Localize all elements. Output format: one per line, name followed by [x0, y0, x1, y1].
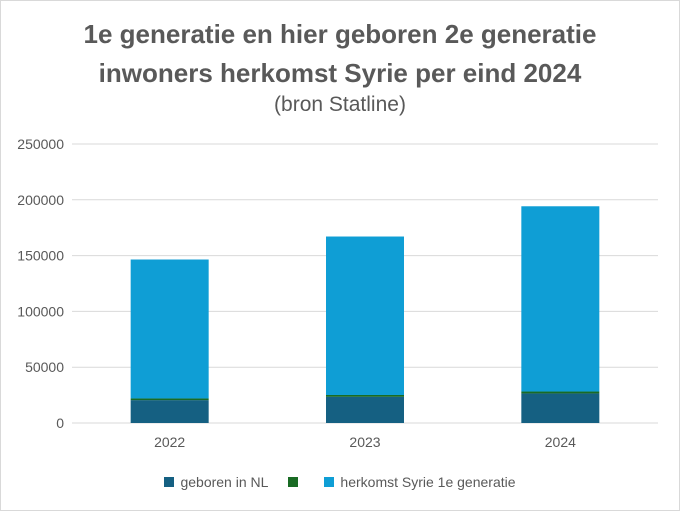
legend-swatch-1 — [164, 477, 175, 487]
bar-2024-series-2 — [521, 391, 600, 394]
legend-item-3: herkomst Syrie 1e generatie — [324, 474, 516, 490]
legend-label-1: geboren in NL — [180, 474, 269, 490]
bar-2023-series-1 — [326, 396, 404, 423]
bar-2022-series-2 — [130, 398, 209, 401]
y-tick-label: 150000 — [17, 248, 64, 264]
legend-item-1: geboren in NL — [164, 474, 268, 490]
bar-2024-series-3 — [521, 206, 600, 392]
x-tick-label: 2023 — [349, 434, 380, 450]
legend: geboren in NL herkomst Syrie 1e generati… — [0, 471, 680, 493]
chart-title-line-2: inwoners herkomst Syrie per eind 2024 — [98, 58, 582, 88]
y-tick-label: 250000 — [17, 136, 64, 152]
bar-2022-series-3 — [130, 259, 209, 399]
x-tick-label: 2024 — [545, 434, 576, 450]
bar-2023-series-3 — [326, 236, 404, 395]
x-tick-label: 2022 — [154, 434, 185, 450]
chart-title: 1e generatie en hier geboren 2e generati… — [83, 19, 597, 49]
bar-2024-series-1 — [521, 393, 600, 423]
bar-2022-series-1 — [130, 400, 209, 423]
legend-swatch-2 — [288, 477, 299, 487]
y-tick-label: 100000 — [17, 303, 64, 319]
legend-swatch-3 — [324, 477, 335, 487]
y-tick-label: 200000 — [17, 192, 64, 208]
y-tick-label: 50000 — [25, 359, 64, 375]
legend-item-2 — [288, 477, 304, 487]
legend-label-3: herkomst Syrie 1e generatie — [340, 474, 516, 490]
bar-2023-series-2 — [326, 394, 404, 397]
y-tick-label: 0 — [56, 415, 64, 431]
chart-subtitle: (bron Statline) — [274, 93, 406, 116]
